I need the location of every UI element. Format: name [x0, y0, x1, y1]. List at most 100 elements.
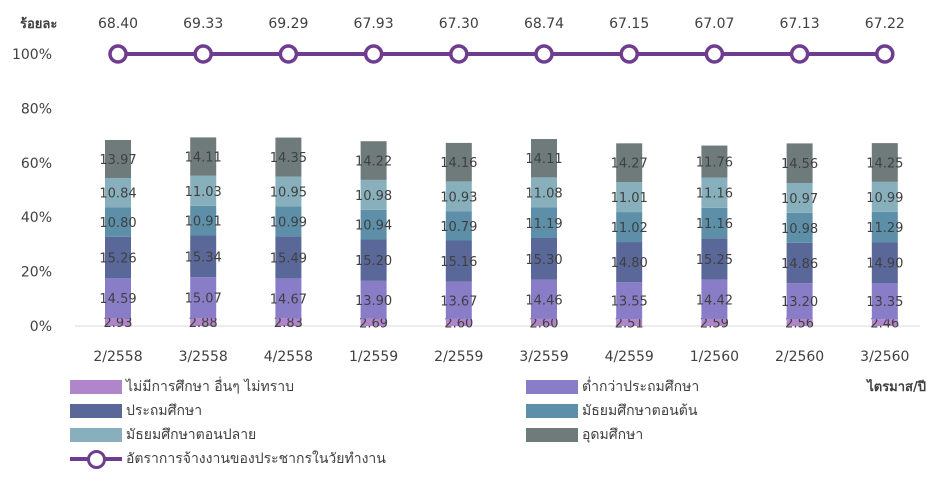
legend-item-upper-secondary: มัธยมศึกษาตอนปลาย: [70, 424, 256, 446]
segment-value-label: 14.27: [611, 157, 648, 172]
bar-segment: [531, 318, 557, 326]
x-tick-label: 3/2560: [860, 349, 909, 365]
legend-item-below-primary: ต่ำกว่าประถมศึกษา: [526, 376, 699, 398]
bar-segment: [105, 236, 131, 279]
x-tick-label: 4/2558: [264, 349, 313, 365]
bar-segment: [445, 181, 472, 212]
bar-segment: [360, 280, 387, 319]
employment-rate-line: [108, 44, 895, 64]
bar-segment: [360, 239, 387, 281]
x-tick-label: 2/2560: [775, 349, 824, 365]
bar-segment: [616, 242, 643, 283]
bar-segment: [531, 177, 557, 208]
segment-value-label: 11.03: [185, 185, 222, 200]
legend-label: ไม่มีการศึกษา อื่นๆ ไม่ทราบ: [126, 379, 294, 395]
bar-stacks: 2.93 14.59 15.26 10.80 10.84 13.97 2.88 15.07 15…: [99, 137, 903, 332]
x-tick-label: 2/2558: [93, 349, 142, 365]
legend-swatch: [526, 428, 578, 442]
bar-segment: [360, 209, 387, 240]
employment-rate-labels: 68.40 69.33 69.29 67.93 67.30 68.74 67.15 67.07…: [98, 16, 905, 32]
legend-swatch: [70, 428, 122, 442]
x-tick-label: 1/2559: [349, 349, 398, 365]
employment-rate-marker: [704, 44, 725, 64]
segment-value-label: 2.46: [870, 317, 899, 332]
segment-value-label: 13.97: [99, 153, 136, 168]
bar-segment: [275, 278, 302, 319]
segment-value-label: 14.35: [270, 151, 307, 166]
bar-segment: [871, 319, 898, 326]
legend-swatch: [70, 404, 122, 418]
employment-rate-value: 69.29: [268, 16, 308, 32]
segment-value-label: 14.80: [611, 256, 648, 271]
segment-value-label: 10.98: [355, 189, 392, 204]
bar-segment: [531, 207, 557, 238]
bar-segment: [445, 240, 472, 282]
legend-item-no-education: ไม่มีการศึกษา อื่นๆ ไม่ทราบ: [70, 376, 294, 398]
legend-label: ประถมศึกษา: [126, 403, 203, 419]
segment-value-label: 11.76: [696, 156, 733, 171]
segment-value-label: 2.51: [615, 317, 644, 332]
segment-value-label: 14.22: [355, 155, 392, 170]
x-tick-label: 3/2559: [519, 349, 568, 365]
x-tick-label: 2/2559: [434, 349, 483, 365]
employment-rate-value: 67.07: [694, 16, 734, 32]
legend-item-higher-education: อุดมศึกษา: [526, 424, 643, 446]
segment-value-label: 14.59: [99, 292, 136, 307]
bar-segment: [531, 139, 557, 178]
bar-segment: [616, 182, 643, 213]
bar-segment: [531, 279, 557, 319]
y-axis-ticks: 0% 20% 40% 60% 80% 100%: [12, 47, 52, 335]
bar-segment: [445, 211, 472, 241]
bar-segment: [190, 205, 217, 236]
employment-rate-value: 67.15: [609, 16, 649, 32]
y-tick-label: 0%: [30, 319, 52, 335]
bar-segment: [871, 181, 898, 212]
bar-segment: [105, 177, 131, 208]
legend-item-lower-secondary: มัธยมศึกษาตอนต้น: [526, 400, 697, 422]
segment-value-label: 14.42: [696, 293, 733, 308]
bar-segment: [190, 175, 217, 206]
bar-segment: [616, 319, 643, 326]
bar-segment: [275, 318, 302, 326]
employment-rate-value: 68.40: [98, 16, 138, 32]
segment-value-label: 14.56: [781, 157, 818, 172]
bar-segment: [786, 183, 813, 213]
x-tick-label: 4/2559: [605, 349, 654, 365]
employment-rate-marker: [278, 44, 299, 64]
employment-rate-marker: [108, 44, 128, 64]
segment-value-label: 2.60: [444, 316, 473, 331]
bar-segment: [616, 143, 643, 183]
segment-value-label: 11.16: [696, 187, 733, 202]
y-tick-label: 60%: [21, 156, 52, 172]
bar-segment: [275, 236, 302, 279]
segment-value-label: 13.55: [611, 295, 648, 310]
segment-value-label: 10.98: [781, 222, 818, 237]
bar-segment: [190, 277, 217, 319]
segment-value-label: 13.35: [866, 295, 903, 310]
bar-segment: [871, 282, 898, 320]
bar-segment: [105, 278, 131, 319]
bar-segment: [701, 238, 728, 280]
legend-item-primary: ประถมศึกษา: [70, 400, 202, 422]
bar-segment: [275, 176, 302, 207]
bar-segment: [701, 177, 728, 208]
segment-value-label: 14.25: [866, 156, 903, 171]
segment-value-label: 10.91: [185, 215, 222, 230]
bar-segment: [871, 211, 898, 243]
bar-segment: [105, 139, 131, 178]
bar-segment: [360, 141, 387, 180]
segment-value-label: 15.16: [440, 255, 477, 270]
bar-segment: [275, 206, 302, 237]
legend-item-employment-rate: อัตราการจ้างงานของประชากรในวัยทำงาน: [70, 448, 386, 470]
bar-segment: [360, 318, 387, 326]
bar-segment: [445, 281, 472, 319]
x-tick-label: 1/2560: [690, 349, 739, 365]
segment-value-label: 15.49: [270, 251, 307, 266]
segment-value-label: 2.88: [189, 316, 218, 331]
bar-segment: [871, 143, 898, 182]
segment-value-label: 11.19: [525, 217, 562, 232]
y-tick-label: 100%: [12, 47, 52, 63]
segment-value-label: 10.99: [866, 191, 903, 206]
segment-value-label: 15.26: [99, 252, 136, 267]
x-tick-label: 3/2558: [179, 349, 228, 365]
